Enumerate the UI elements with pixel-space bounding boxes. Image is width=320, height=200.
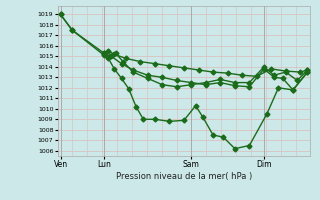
- X-axis label: Pression niveau de la mer( hPa ): Pression niveau de la mer( hPa ): [116, 172, 252, 181]
